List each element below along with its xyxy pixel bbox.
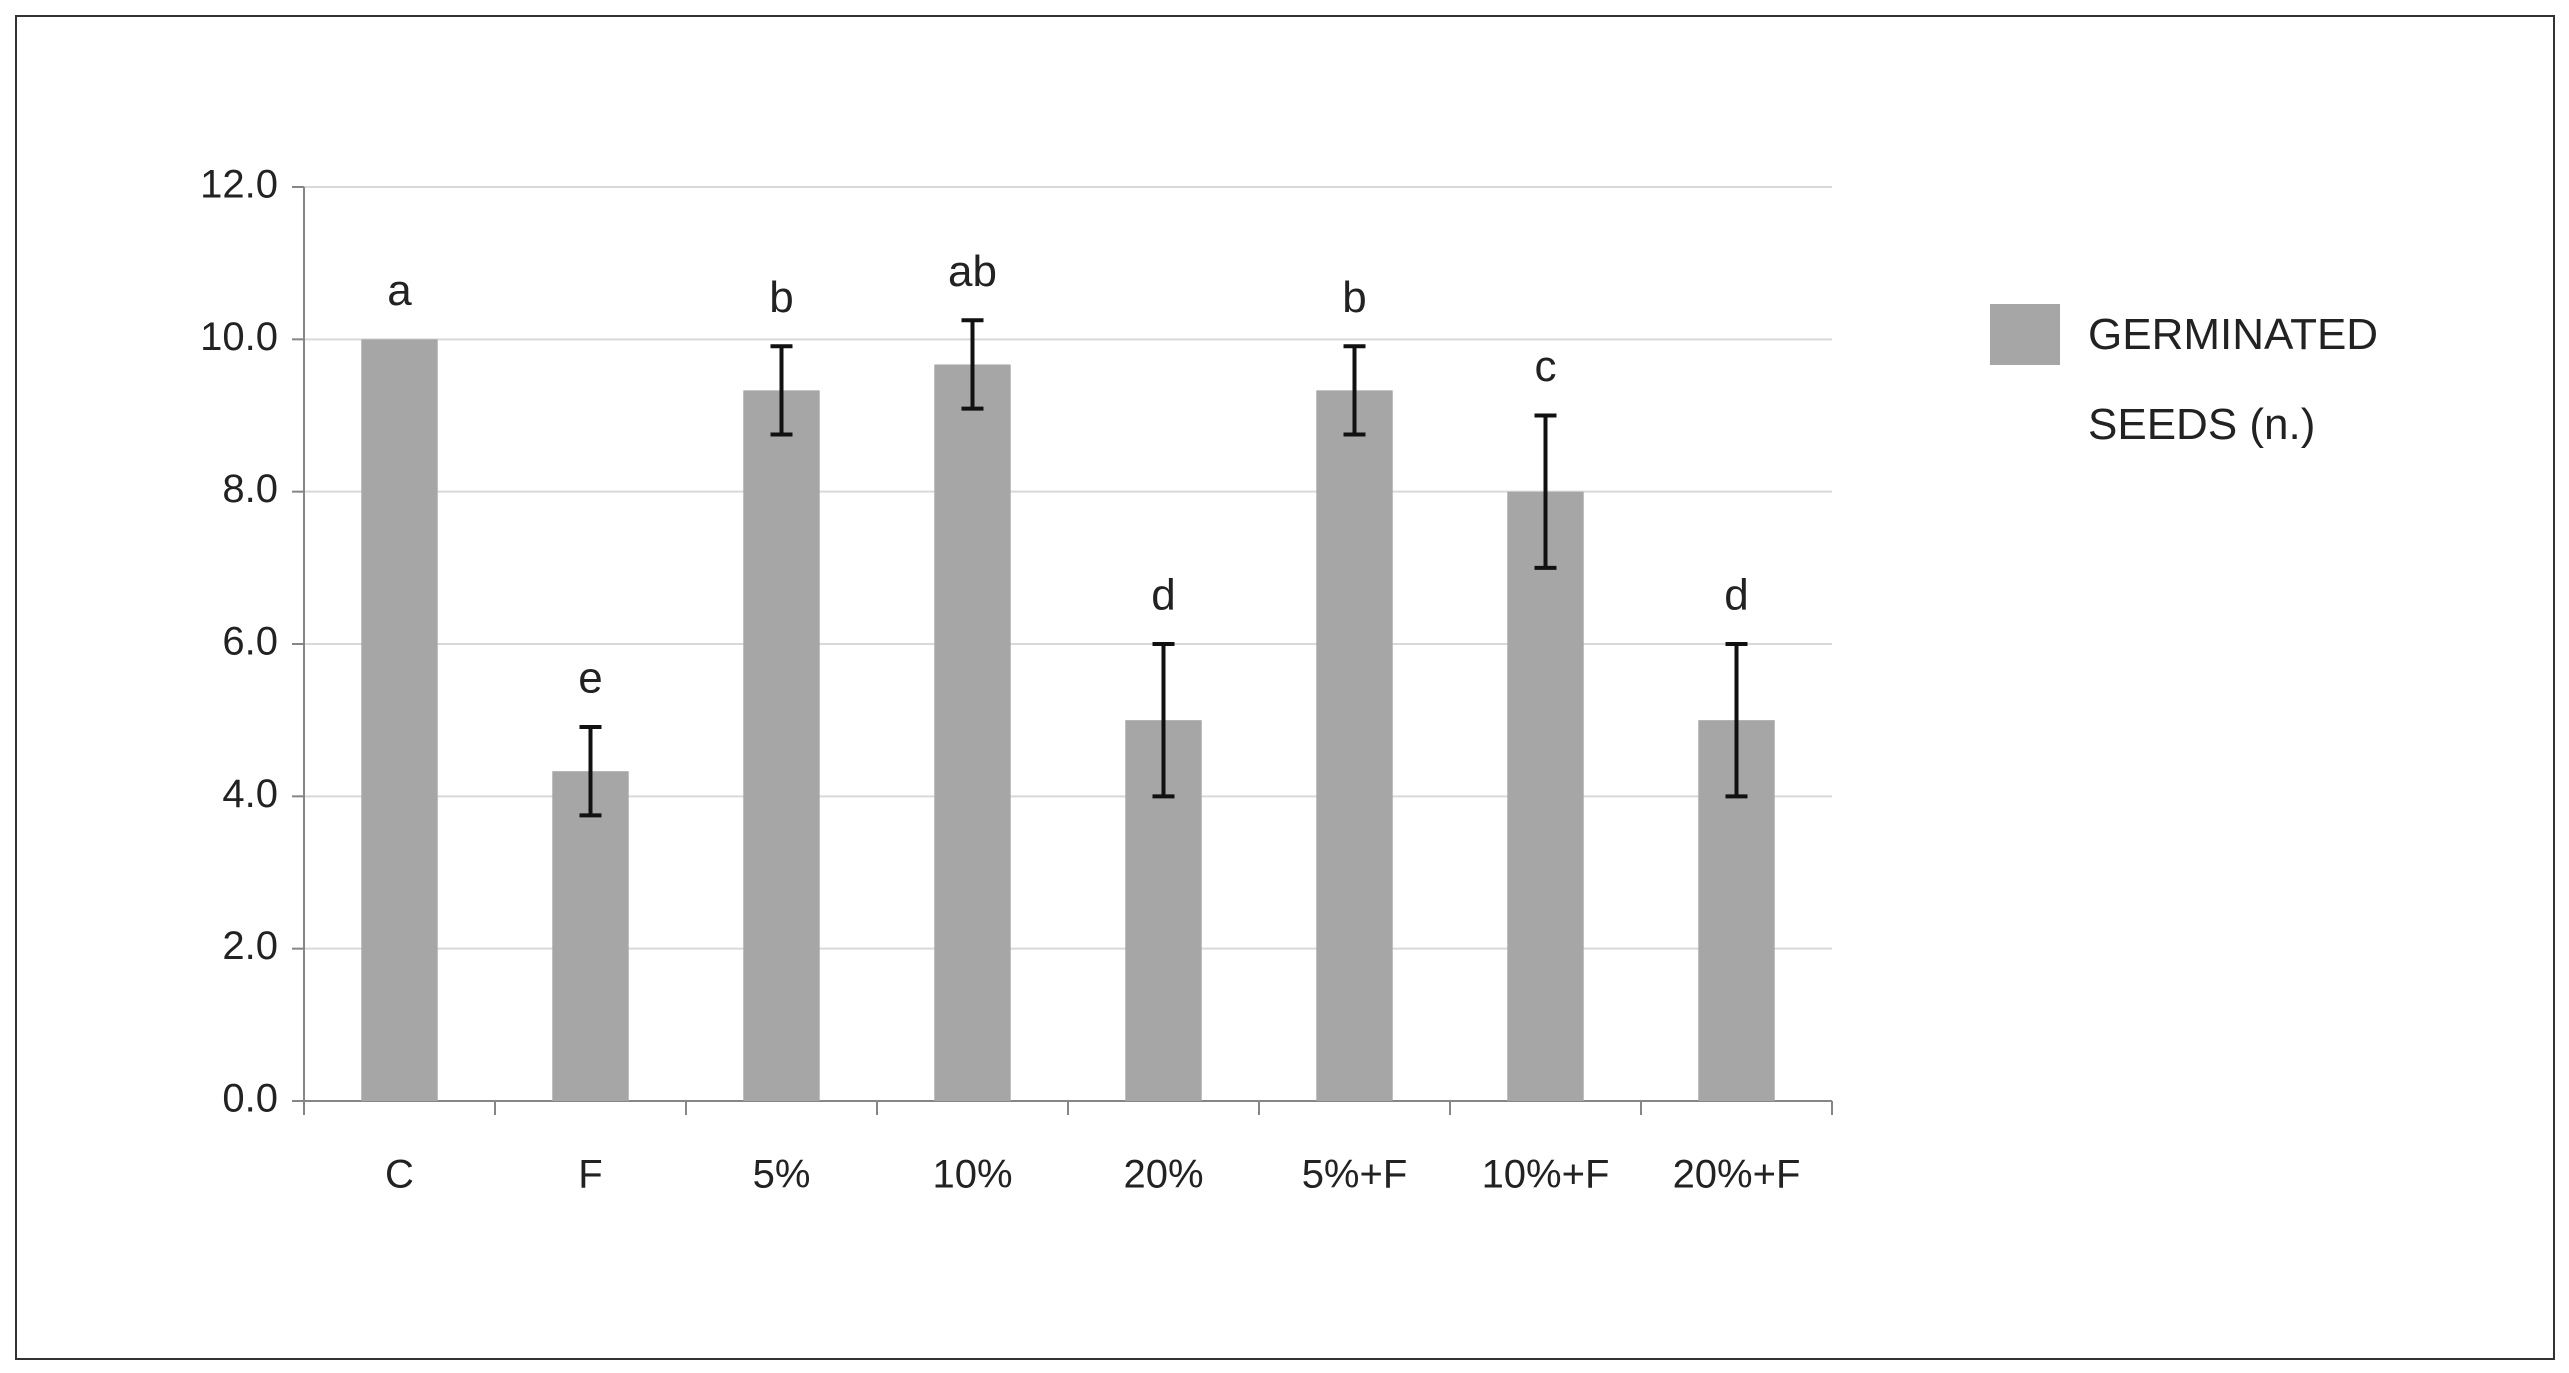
x-tick-label: 10% [932, 1153, 1012, 1197]
legend-swatch [1990, 304, 2060, 365]
error-bar [1343, 344, 1366, 437]
significance-letter: b [769, 273, 793, 322]
x-tick-label: C [385, 1153, 414, 1197]
significance-letter: e [578, 654, 602, 703]
significance-letter: b [1342, 273, 1366, 322]
y-tick-label: 4.0 [222, 772, 278, 816]
y-tick-label: 6.0 [222, 620, 278, 664]
x-tick-label: F [578, 1153, 602, 1197]
legend-label: GERMINATED SEEDS (n.) [2088, 310, 2379, 449]
error-bar [770, 344, 793, 437]
y-tick-label: 8.0 [222, 467, 278, 511]
error-bar [579, 725, 602, 818]
error-bar [1534, 413, 1557, 570]
significance-letter: d [1151, 571, 1175, 620]
significance-letter: a [387, 266, 412, 315]
y-tick-label: 12.0 [200, 163, 278, 207]
significance-letter: d [1724, 571, 1748, 620]
significance-letter: c [1535, 342, 1557, 391]
x-tick-label: 20% [1123, 1153, 1203, 1197]
y-tick-label: 10.0 [200, 315, 278, 359]
bar [361, 339, 438, 1101]
bar [934, 364, 1011, 1101]
error-bar [1152, 642, 1175, 799]
bar [1316, 390, 1393, 1101]
x-tick-label: 5%+F [1302, 1153, 1408, 1197]
bar [1507, 491, 1584, 1102]
x-tick-label: 10%+F [1482, 1153, 1610, 1197]
significance-letter: ab [948, 247, 997, 296]
bar [552, 771, 629, 1101]
bar [743, 390, 820, 1101]
error-bar [1725, 642, 1748, 799]
y-tick-label: 0.0 [222, 1077, 278, 1121]
y-tick-label: 2.0 [222, 924, 278, 968]
error-bar [961, 318, 984, 411]
x-tick-label: 20%+F [1673, 1153, 1801, 1197]
x-tick-label: 5% [753, 1153, 811, 1197]
chart-border [15, 15, 2555, 1360]
